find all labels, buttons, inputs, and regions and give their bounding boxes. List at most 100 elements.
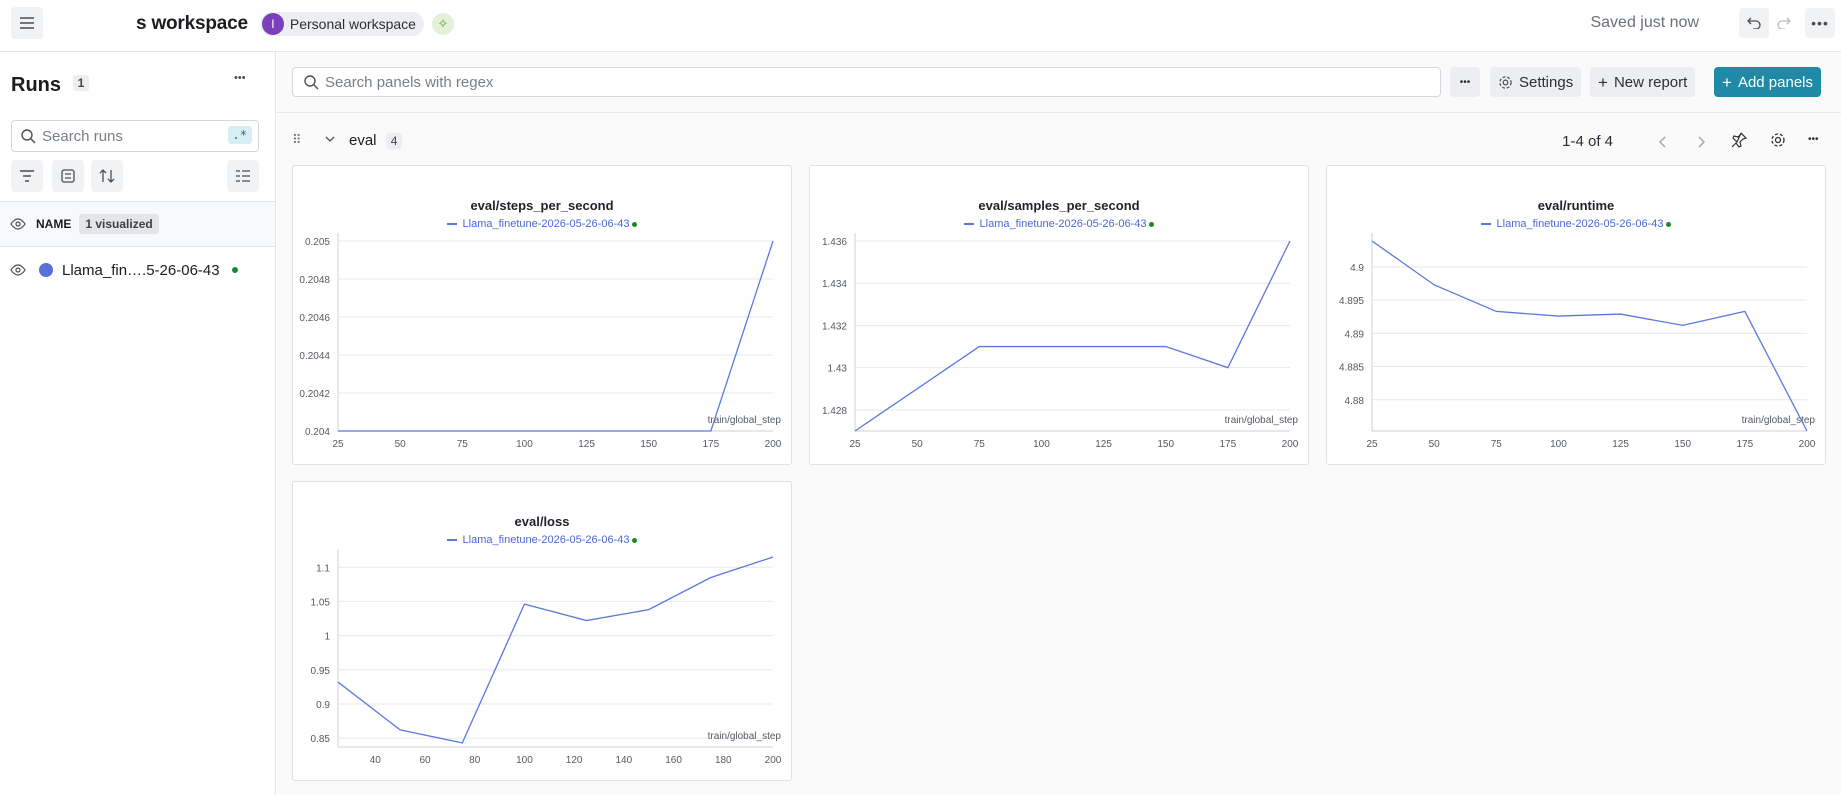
x-tick-label: 75	[974, 439, 986, 450]
visualized-badge: 1 visualized	[79, 214, 159, 234]
chart-panel-samples-per-second[interactable]: eval/samples_per_second Llama_finetune-2…	[809, 165, 1309, 465]
new-report-button[interactable]: + New report	[1590, 67, 1696, 97]
x-axis-label: train/global_step	[708, 415, 782, 426]
settings-button[interactable]: Settings	[1490, 67, 1582, 97]
eye-icon[interactable]	[10, 264, 26, 276]
y-tick-label: 1.05	[311, 597, 331, 608]
x-tick-label: 175	[703, 439, 720, 450]
x-axis-label: train/global_step	[1742, 415, 1816, 426]
more-options-button[interactable]: •••	[1805, 8, 1835, 38]
section-settings-button[interactable]	[1770, 132, 1786, 153]
search-runs-placeholder: Search runs	[42, 127, 123, 145]
add-panels-label: Add panels	[1737, 73, 1813, 91]
runs-more-button[interactable]: •••	[234, 72, 246, 84]
x-tick-label: 125	[1612, 439, 1629, 450]
filter-button[interactable]	[11, 160, 43, 192]
filter-icon	[20, 170, 34, 182]
series-line	[337, 556, 774, 744]
x-tick-label: 175	[1737, 439, 1754, 450]
group-button[interactable]	[52, 160, 84, 192]
series-line	[854, 240, 1291, 432]
series-line	[1371, 240, 1808, 432]
redo-button[interactable]	[1769, 8, 1799, 38]
chart-title: eval/loss	[514, 514, 570, 529]
run-color-swatch[interactable]	[39, 263, 53, 277]
legend-label: Llama_finetune-2026-05-26-06-43	[462, 534, 630, 546]
new-report-label: New report	[1613, 73, 1688, 91]
eye-icon[interactable]	[10, 218, 26, 230]
undo-button[interactable]	[1739, 8, 1769, 38]
y-tick-label: 1.436	[822, 237, 847, 248]
chart-legend: Llama_finetune-2026-05-26-06-43	[1327, 218, 1825, 230]
y-tick-label: 4.89	[1345, 329, 1365, 340]
add-panels-button[interactable]: + Add panels	[1714, 67, 1821, 97]
panels-more-button[interactable]: •••	[1450, 67, 1480, 97]
chart-title: eval/runtime	[1537, 198, 1615, 213]
chart-panel-loss[interactable]: eval/loss Llama_finetune-2026-05-26-06-4…	[292, 481, 792, 781]
columns-icon	[236, 170, 250, 182]
runs-title: Runs	[11, 74, 61, 96]
personal-workspace-badge[interactable]: I Personal workspace	[259, 12, 424, 36]
main-area: Search panels with regex ••• Settings + …	[277, 52, 1841, 795]
y-tick-label: 1.43	[828, 364, 848, 375]
runs-sidebar: Runs 1 ••• Search runs .* NAME 1 visuali…	[0, 52, 276, 795]
x-tick-label: 200	[765, 439, 782, 450]
prev-page-button[interactable]	[1658, 135, 1668, 153]
section-divider	[277, 112, 1841, 113]
workspace-title: s workspace	[136, 13, 248, 34]
y-tick-label: 0.95	[311, 666, 331, 677]
gear-icon	[1771, 133, 1785, 147]
chart-title: eval/steps_per_second	[470, 198, 614, 213]
runs-table-header: NAME 1 visualized	[0, 201, 275, 247]
run-row[interactable]: Llama_fin….5-26-06-43	[0, 248, 275, 292]
x-tick-label: 25	[1366, 439, 1378, 450]
y-tick-label: 0.2042	[299, 389, 330, 400]
section-title: eval	[349, 132, 377, 149]
legend-label: Llama_finetune-2026-05-26-06-43	[462, 218, 630, 230]
x-tick-label: 60	[419, 755, 431, 766]
section-more-button[interactable]: •••	[1808, 134, 1819, 145]
chart-panel-runtime[interactable]: eval/runtime Llama_finetune-2026-05-26-0…	[1326, 165, 1826, 465]
next-page-button[interactable]	[1696, 135, 1706, 153]
name-column-header[interactable]: NAME	[36, 217, 72, 231]
pagination-label: 1-4 of 4	[1562, 133, 1613, 150]
legend-label: Llama_finetune-2026-05-26-06-43	[979, 218, 1147, 230]
y-tick-label: 1	[324, 632, 330, 643]
sparkle-icon[interactable]: ✧	[431, 13, 454, 35]
series-line	[338, 240, 774, 432]
y-tick-label: 4.895	[1339, 296, 1364, 307]
y-tick-label: 1.434	[822, 279, 847, 290]
chevron-right-icon	[1698, 136, 1705, 148]
y-tick-label: 4.9	[1350, 263, 1364, 274]
section-header[interactable]: eval 4	[349, 132, 403, 149]
columns-button[interactable]	[227, 160, 259, 192]
collapse-button[interactable]	[324, 132, 336, 150]
search-runs-input[interactable]: Search runs .*	[11, 120, 259, 152]
group-icon	[61, 169, 75, 183]
chart-legend: Llama_finetune-2026-05-26-06-43	[293, 534, 791, 546]
drag-handle-icon[interactable]: ⠿	[292, 132, 302, 147]
run-status-dot	[231, 267, 238, 273]
x-tick-label: 100	[1550, 439, 1567, 450]
x-tick-label: 160	[665, 755, 682, 766]
line-chart: 4.88 4.885 4.89 4.895 4.9 25 50 75 100 125 150 175 2…	[1339, 233, 1816, 450]
pin-button[interactable]	[1731, 132, 1748, 153]
x-tick-label: 200	[765, 755, 782, 766]
y-tick-label: 0.9	[316, 700, 330, 711]
chart-panel-steps-per-second[interactable]: eval/steps_per_second Llama_finetune-202…	[292, 165, 792, 465]
y-tick-label: 1.428	[822, 406, 847, 417]
x-tick-label: 150	[1157, 439, 1174, 450]
search-icon	[21, 129, 36, 144]
x-tick-label: 100	[1033, 439, 1050, 450]
run-name[interactable]: Llama_fin….5-26-06-43	[62, 261, 220, 279]
x-tick-label: 100	[516, 755, 533, 766]
chart-legend: Llama_finetune-2026-05-26-06-43	[293, 218, 791, 230]
menu-button[interactable]	[11, 7, 43, 39]
chevron-left-icon	[1659, 136, 1666, 148]
x-tick-label: 150	[640, 439, 657, 450]
hamburger-icon	[20, 17, 34, 29]
regex-toggle[interactable]: .*	[227, 126, 252, 144]
search-panels-input[interactable]: Search panels with regex	[292, 67, 1441, 97]
line-chart: 0.204 0.2042 0.2044 0.2046 0.2048 0.205 25 50 75…	[299, 233, 782, 450]
sort-button[interactable]	[91, 160, 123, 192]
